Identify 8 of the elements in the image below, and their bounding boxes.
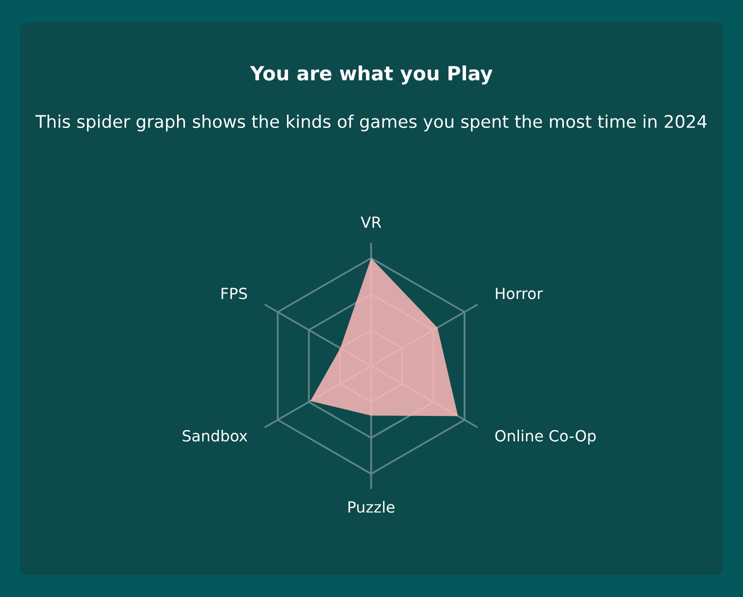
spoke-label: VR xyxy=(360,216,382,228)
spoke-label: Horror xyxy=(496,288,543,300)
spoke-label: Puzzle xyxy=(348,500,394,513)
spoke-label: Sandbox xyxy=(182,430,248,442)
spoke-label: Online Co-Op xyxy=(495,430,596,445)
chart-title: You are what you Play xyxy=(250,66,492,84)
spoke-label: FPS xyxy=(222,288,247,300)
chart-subtitle: This spider graph shows the kinds of games you spent the most time in 2024 xyxy=(35,114,707,132)
